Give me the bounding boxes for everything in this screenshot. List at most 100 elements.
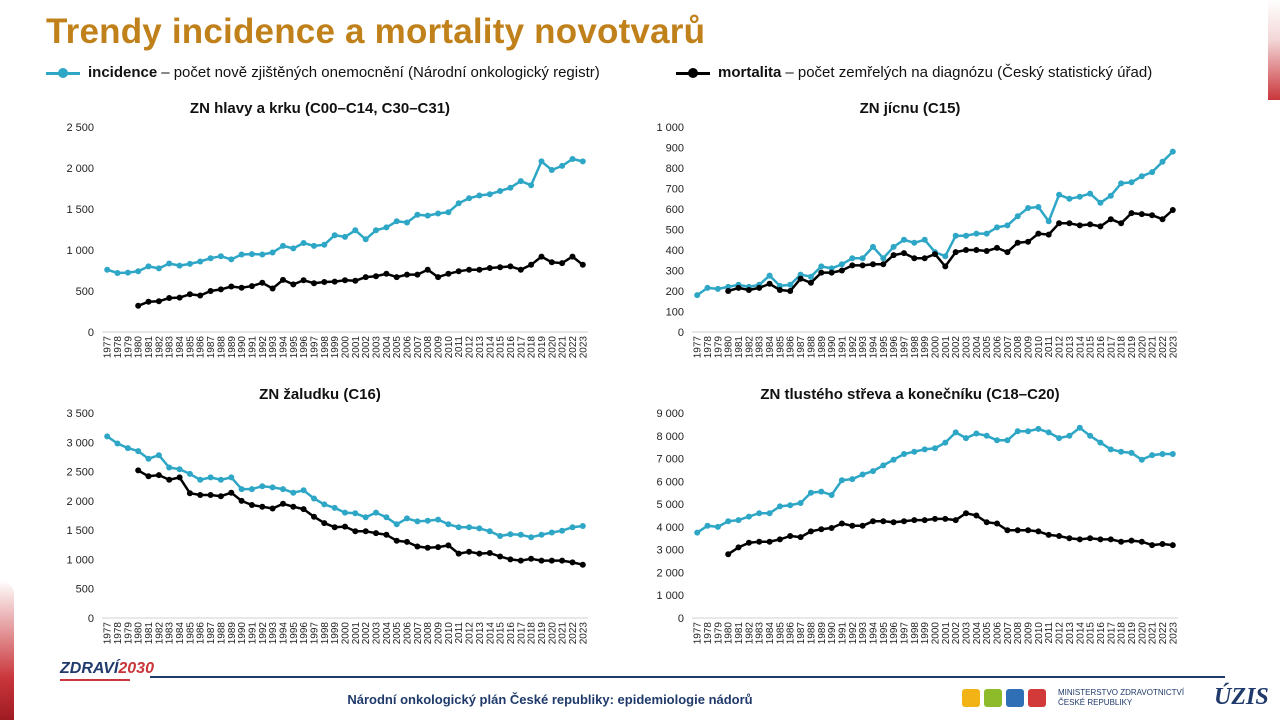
data-point-incidence (714, 523, 721, 530)
x-tick-label: 1993 (268, 336, 279, 359)
data-point-incidence (735, 517, 742, 524)
x-tick-label: 1986 (196, 336, 207, 359)
x-tick-label: 2004 (382, 336, 393, 359)
x-tick-label: 1978 (113, 336, 124, 359)
data-point-incidence (952, 232, 959, 239)
data-point-incidence (818, 263, 825, 270)
data-point-mortalita (807, 279, 814, 286)
left-edge-accent (0, 580, 14, 720)
x-tick-label: 2019 (1127, 622, 1138, 645)
data-point-mortalita (921, 255, 928, 262)
x-tick-label: 1991 (247, 336, 258, 359)
data-point-incidence (1107, 446, 1114, 453)
data-point-mortalita (735, 544, 742, 551)
x-tick-label: 1996 (299, 336, 310, 359)
data-point-incidence (828, 492, 835, 498)
x-tick-label: 1991 (837, 622, 848, 645)
x-tick-label: 2015 (496, 336, 507, 359)
y-tick-label: 8 000 (656, 431, 684, 443)
data-point-mortalita (342, 523, 348, 530)
data-point-incidence (787, 281, 794, 288)
data-point-mortalita (890, 519, 897, 526)
data-point-mortalita (466, 266, 473, 273)
y-tick-label: 2 500 (66, 467, 94, 479)
data-point-mortalita (1045, 531, 1052, 538)
data-point-incidence (311, 495, 317, 502)
x-tick-label: 1989 (227, 336, 238, 359)
x-tick-label: 2023 (1168, 336, 1179, 359)
data-point-mortalita (331, 278, 338, 285)
data-point-mortalita (497, 264, 504, 271)
data-point-incidence (238, 251, 245, 258)
x-tick-label: 2002 (361, 336, 372, 359)
data-point-incidence (445, 209, 452, 216)
data-point-mortalita (228, 283, 235, 290)
data-point-incidence (725, 283, 732, 290)
data-point-incidence (849, 255, 856, 262)
x-tick-label: 1977 (103, 336, 114, 359)
data-point-incidence (300, 240, 307, 246)
data-point-mortalita (1169, 207, 1176, 213)
data-point-incidence (797, 271, 804, 278)
data-point-incidence (342, 509, 348, 516)
x-tick-label: 2009 (434, 336, 445, 359)
x-tick-label: 1988 (806, 622, 817, 645)
x-tick-label: 2010 (444, 622, 455, 645)
data-point-mortalita (362, 274, 369, 281)
data-point-mortalita (828, 525, 835, 531)
data-point-incidence (797, 500, 804, 506)
data-point-mortalita (870, 261, 876, 268)
ministry-logo-green-icon (984, 689, 1002, 707)
data-point-incidence (859, 471, 866, 478)
x-tick-label: 2019 (537, 336, 548, 359)
data-point-incidence (1004, 222, 1011, 229)
data-point-incidence (1025, 205, 1032, 211)
y-tick-label: 2 000 (656, 567, 684, 579)
x-tick-label: 2014 (1075, 622, 1086, 645)
data-point-incidence (166, 464, 173, 471)
data-point-incidence (497, 188, 504, 194)
data-point-incidence (1066, 195, 1073, 202)
data-point-incidence (424, 517, 431, 524)
series-line-incidence (106, 435, 583, 539)
y-tick-label: 500 (76, 286, 94, 298)
data-point-incidence (704, 284, 711, 291)
chart-stomach: ZN žaludku (C16) 0 500 1 000 1 500 2 000 2 500… (66, 386, 589, 645)
data-point-incidence (1014, 213, 1021, 220)
data-point-incidence (538, 531, 545, 538)
data-point-incidence (1035, 204, 1042, 210)
data-point-mortalita (828, 269, 835, 276)
data-point-incidence (228, 474, 235, 481)
data-point-incidence (1118, 180, 1125, 187)
data-point-mortalita (1045, 231, 1052, 238)
x-tick-label: 2007 (413, 336, 424, 359)
x-tick-label: 2011 (1044, 622, 1055, 644)
ministry-logo: MINISTERSTVO ZDRAVOTNICTVÍ ČESKÉ REPUBLIK… (962, 688, 1184, 708)
data-point-incidence (352, 510, 359, 517)
x-tick-label: 1992 (848, 336, 859, 359)
data-point-mortalita (890, 252, 897, 259)
data-point-mortalita (901, 250, 907, 257)
x-tick-label: 1979 (123, 622, 134, 645)
x-tick-label: 2013 (1065, 622, 1076, 645)
chart-title: ZN žaludku (C16) (259, 386, 381, 403)
series-line-incidence (106, 157, 584, 275)
data-point-incidence (269, 249, 276, 256)
data-point-incidence (994, 437, 1000, 444)
data-point-mortalita (476, 266, 483, 273)
data-point-mortalita (1138, 211, 1145, 218)
x-tick-label: 2008 (1013, 336, 1024, 359)
data-point-incidence (994, 224, 1000, 231)
x-tick-label: 1995 (289, 622, 300, 645)
x-tick-label: 2003 (372, 336, 383, 359)
x-tick-label: 1997 (899, 336, 910, 359)
data-point-incidence (290, 489, 297, 496)
series-line-mortalita (137, 469, 584, 566)
data-point-incidence (486, 191, 493, 198)
data-point-incidence (807, 489, 814, 496)
data-point-incidence (983, 230, 990, 237)
data-point-mortalita (911, 517, 918, 524)
data-point-mortalita (1025, 238, 1032, 245)
x-tick-label: 2001 (351, 336, 362, 359)
data-point-mortalita (548, 259, 555, 266)
